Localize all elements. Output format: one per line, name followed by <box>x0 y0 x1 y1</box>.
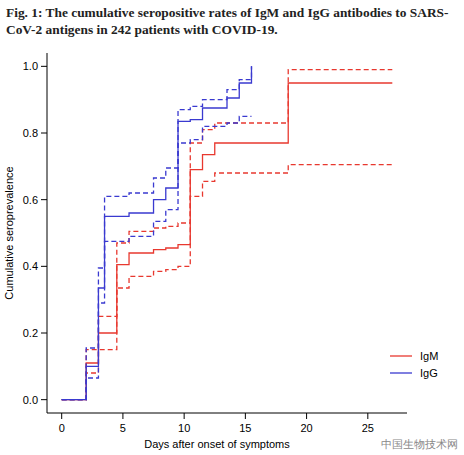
x-tick-label: 5 <box>120 422 126 434</box>
x-tick <box>306 413 307 419</box>
x-tick-label: 15 <box>239 422 251 434</box>
legend-label: IgM <box>420 350 438 362</box>
y-tick-label: 0.8 <box>23 127 38 139</box>
x-axis-title: Days after onset of symptoms <box>144 438 290 450</box>
chart-svg: 0.0 0.2 0.4 0.6 0.8 1.0 0 5 10 15 20 25 Days after o… <box>0 0 464 455</box>
x-axis-line <box>47 413 407 414</box>
confidence-band-line <box>62 66 252 399</box>
watermark: 中国生物技术网 <box>381 438 458 451</box>
legend-swatch <box>390 355 412 356</box>
legend-label: IgG <box>420 367 438 379</box>
y-tick-label: 0.0 <box>23 394 38 406</box>
y-tick <box>41 266 47 267</box>
x-tick <box>122 413 123 419</box>
y-tick <box>41 333 47 334</box>
y-tick-label: 0.6 <box>23 194 38 206</box>
confidence-band-line <box>62 165 393 400</box>
y-axis-title: Cumulative seroprevalence <box>3 166 15 299</box>
y-tick-label: 1.0 <box>23 60 38 72</box>
confidence-band-line <box>62 116 252 399</box>
y-axis-line <box>47 53 48 413</box>
x-tick-label: 10 <box>178 422 190 434</box>
x-tick-label: 0 <box>59 422 65 434</box>
y-tick <box>41 133 47 134</box>
series-line <box>62 83 393 400</box>
legend-swatch <box>390 372 412 373</box>
y-tick <box>41 199 47 200</box>
confidence-band-line <box>62 70 393 400</box>
x-tick <box>184 413 185 419</box>
chart-title: Fig. 1: The cumulative seropositive rate… <box>6 4 461 38</box>
x-tick <box>245 413 246 419</box>
x-tick <box>367 413 368 419</box>
series-line <box>62 66 252 399</box>
x-tick <box>61 413 62 419</box>
plot-marks <box>62 66 393 399</box>
y-tick-label: 0.2 <box>23 327 38 339</box>
y-tick <box>41 66 47 67</box>
y-tick-label: 0.4 <box>23 260 38 272</box>
x-tick-label: 25 <box>362 422 374 434</box>
y-tick <box>41 399 47 400</box>
x-tick-label: 20 <box>300 422 312 434</box>
